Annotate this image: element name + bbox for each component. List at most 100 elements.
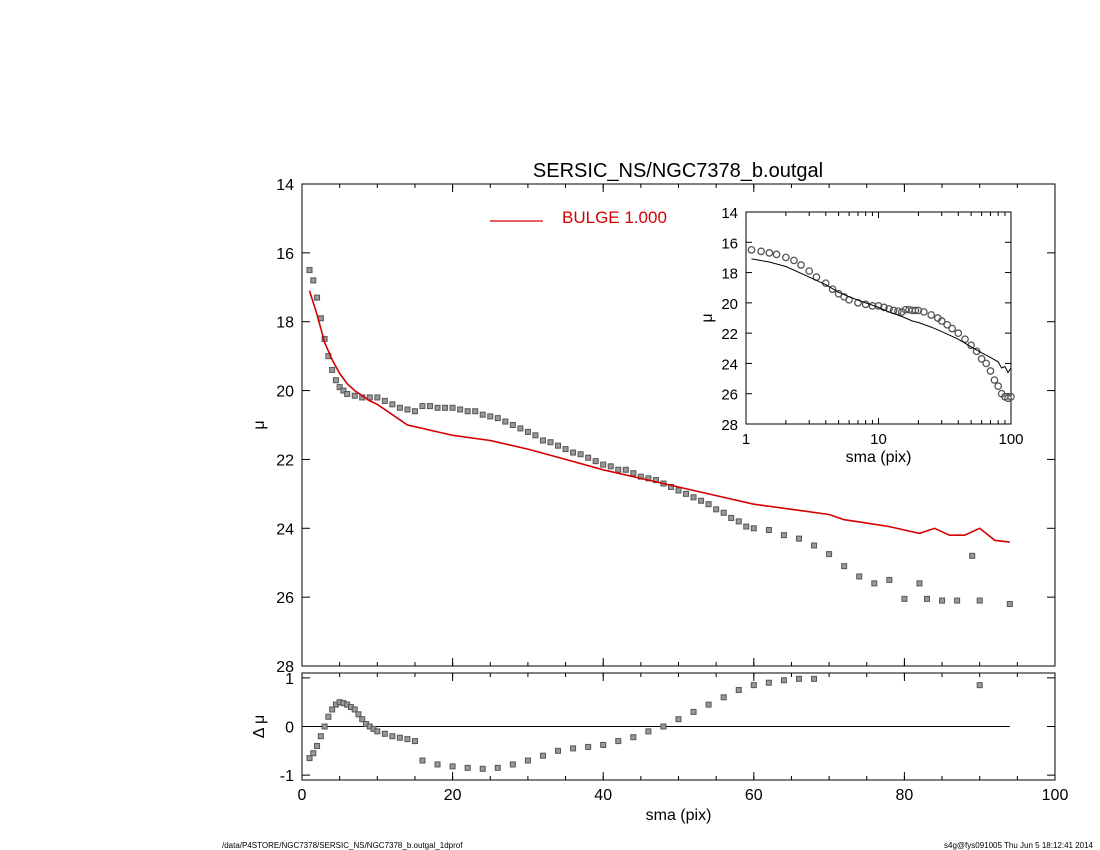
residual-xtick-label: 40: [594, 787, 612, 804]
inset-data-point: [828, 285, 837, 294]
inset-data-point: [765, 249, 774, 257]
inset-ytick-label: 24: [721, 356, 738, 373]
main-ytick-label: 28: [276, 659, 294, 676]
residual-data-point: [765, 679, 772, 686]
inset-xtick-label: 100: [998, 431, 1023, 448]
residual-data-point: [381, 730, 388, 737]
inset-xtick-label: 1: [742, 431, 750, 448]
residual-xtick-label: 20: [444, 787, 462, 804]
residual-xtick-label: 100: [1042, 787, 1069, 804]
residual-data-point: [321, 723, 328, 730]
main-data-point: [464, 408, 471, 415]
residual-data-point: [645, 728, 652, 735]
residual-data-point: [976, 682, 983, 689]
main-data-point: [698, 497, 705, 504]
inset-data-point: [920, 308, 928, 316]
residual-data-point: [600, 741, 607, 748]
main-ytick-label: 26: [276, 590, 294, 607]
inset-data-point: [894, 307, 902, 316]
inset-ytick-label: 16: [721, 235, 738, 252]
main-data-point: [539, 437, 546, 444]
main-data-point: [615, 466, 622, 473]
inset-frame: [745, 211, 1012, 425]
main-data-point: [630, 470, 637, 477]
main-data-point: [765, 527, 772, 534]
inset-data-point: [982, 359, 991, 368]
main-data-point: [811, 542, 818, 549]
legend-label: BULGE 1.000: [562, 208, 667, 227]
main-data-point: [705, 501, 712, 508]
main-data-point: [532, 432, 539, 439]
main-data-point: [306, 267, 313, 274]
main-data-point: [901, 595, 908, 602]
residual-data-point: [411, 738, 418, 745]
main-ytick-label: 16: [276, 246, 294, 263]
inset-xlabel: sma (pix): [846, 449, 912, 466]
residual-xtick-label: 80: [896, 787, 914, 804]
inset-data-point: [994, 382, 1003, 390]
main-data-point: [411, 408, 418, 415]
inset-ytick-label: 28: [721, 417, 738, 434]
inset-panel: 1 10 100 14 16 18 20 22 24 26 28 sma (pix) μ: [699, 205, 1024, 466]
main-data-point: [329, 366, 336, 373]
residual-data-point: [811, 675, 818, 682]
inset-data-point: [747, 246, 756, 254]
residual-data-point: [419, 757, 426, 764]
residual-ytick-label: -1: [280, 768, 294, 785]
residual-xtick-label: 0: [298, 787, 307, 804]
residual-data-point: [355, 711, 362, 718]
inset-data-point: [961, 335, 969, 344]
inset-ytick-label: 14: [721, 205, 738, 222]
main-data-point: [939, 597, 946, 604]
main-data-point: [976, 597, 983, 604]
main-data-point: [487, 413, 494, 420]
residual-data-point: [374, 728, 381, 735]
main-data-point: [600, 461, 607, 468]
main-data-point: [690, 494, 697, 501]
residual-data-point: [509, 761, 516, 768]
inset-data-point: [990, 376, 999, 384]
residual-data-point: [795, 675, 802, 682]
residual-data-point: [675, 716, 682, 723]
residual-data-point: [494, 764, 501, 771]
main-data-point: [332, 377, 339, 384]
residual-data-point: [630, 734, 637, 741]
main-data-point: [720, 509, 727, 516]
main-data-point: [871, 580, 878, 587]
main-data-point: [916, 580, 923, 587]
inset-data-point: [797, 261, 805, 269]
inset-data-point: [927, 311, 936, 319]
main-data-point: [547, 439, 554, 446]
main-ytick-label: 22: [276, 452, 294, 469]
main-data-point: [713, 506, 720, 513]
main-data-point: [743, 523, 750, 530]
inset-data-point: [805, 267, 814, 275]
main-ytick-label: 18: [276, 315, 294, 332]
main-data-point: [622, 466, 629, 473]
main-data-point: [886, 576, 893, 583]
main-data-point: [570, 449, 577, 456]
residual-data-point: [359, 716, 366, 723]
main-ytick-label: 14: [276, 177, 294, 194]
main-data-point: [795, 535, 802, 542]
residual-data-point: [705, 701, 712, 708]
main-data-point: [434, 404, 441, 411]
residual-data-point: [750, 682, 757, 689]
inset-ytick-label: 20: [721, 296, 738, 313]
main-data-point: [336, 384, 343, 391]
main-data-point: [340, 387, 347, 394]
inset-data-point: [757, 247, 765, 256]
residual-data-point: [735, 687, 742, 694]
main-data-point: [381, 397, 388, 404]
residual-data-point: [389, 733, 396, 740]
inset-ytick-label: 22: [721, 326, 738, 343]
residual-data-point: [585, 743, 592, 750]
residual-data-point: [314, 742, 321, 749]
main-data-point: [524, 428, 531, 435]
chart-title: SERSIC_NS/NGC7378_b.outgal: [533, 160, 823, 182]
main-data-point: [607, 463, 614, 470]
main-data-point: [585, 454, 592, 461]
main-data-point: [750, 525, 757, 532]
